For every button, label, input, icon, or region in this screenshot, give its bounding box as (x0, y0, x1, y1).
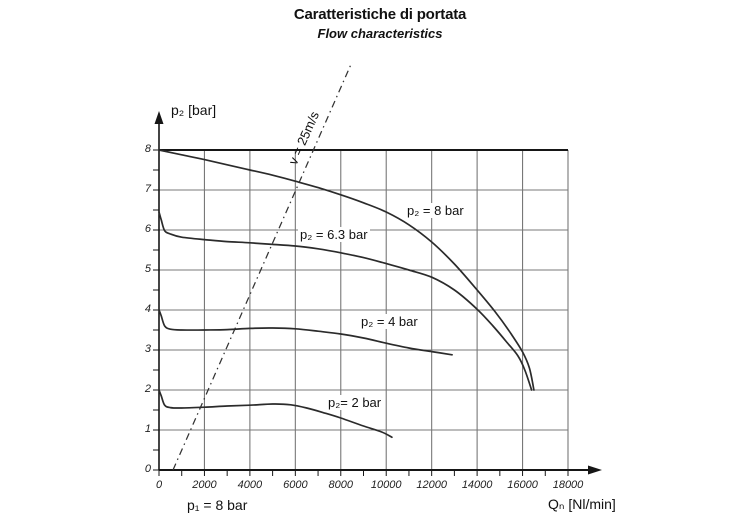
curve-p2-4bar (158, 309, 453, 356)
y-tick-label: 5 (144, 263, 151, 275)
curve-p2-2bar (158, 389, 393, 439)
x-tick-label: 4000 (237, 479, 263, 491)
curve-label-p2-6-3bar: p₂ = 6.3 bar (298, 227, 370, 242)
y-tick-label: 8 (144, 143, 151, 155)
x-tick-label: 2000 (192, 479, 217, 491)
curve-p2-8bar (158, 149, 535, 391)
x-tick-label: 10000 (370, 479, 402, 491)
curve-p2-6-3bar (158, 211, 533, 391)
x-axis-arrow-icon (588, 465, 602, 475)
x-tick-label: 18000 (552, 479, 584, 491)
y-tick-label: 0 (144, 463, 151, 475)
y-tick-label: 6 (144, 223, 151, 235)
y-tick-label: 3 (144, 343, 151, 355)
curve-label-p2-8bar: p₂ = 8 bar (405, 203, 466, 218)
curve-label-p2-4bar: p₂ = 4 bar (359, 314, 420, 329)
inlet-pressure-note: p₁ = 8 bar (187, 497, 248, 513)
x-tick-label: 8000 (328, 479, 354, 491)
y-tick-label: 7 (144, 183, 151, 195)
y-tick-label: 4 (144, 303, 151, 315)
x-tick-label: 12000 (416, 479, 447, 491)
curve-label-p2-2bar: p₂= 2 bar (326, 395, 384, 410)
x-tick-label: 0 (155, 479, 163, 491)
x-tick-label: 14000 (461, 479, 493, 491)
y-axis-label: p₂ [bar] (171, 102, 217, 118)
chart-title: Caratteristiche di portata (293, 6, 467, 23)
x-tick-label: 6000 (283, 479, 308, 491)
chart-subtitle: Flow characteristics (317, 26, 443, 41)
title-block: Caratteristiche di portata Flow characte… (110, 6, 650, 41)
y-tick-label: 1 (144, 423, 151, 435)
y-axis-arrow-icon (154, 111, 164, 124)
x-axis-label: Qₙ [Nl/min] (548, 496, 616, 512)
y-tick-label: 2 (144, 383, 151, 395)
x-tick-label: 16000 (507, 479, 538, 491)
